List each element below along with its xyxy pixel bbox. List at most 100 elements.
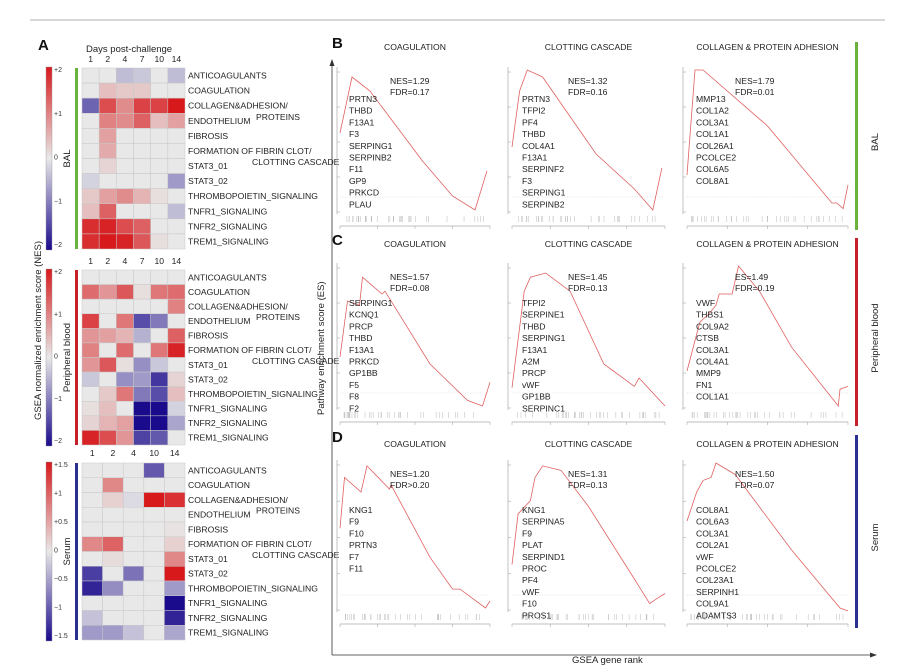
gene-label: KCNQ1 xyxy=(349,310,379,320)
heatmap-cell xyxy=(143,536,165,552)
heatmap-cell xyxy=(164,580,186,596)
gene-label: COL2A1 xyxy=(696,540,729,550)
fdr-stat: FDR=0.01 xyxy=(735,87,775,97)
heatmap-cell xyxy=(81,158,100,174)
heatmap-cell xyxy=(164,462,186,478)
heatmap-cell xyxy=(98,269,117,285)
panel-label-c: C xyxy=(332,232,343,249)
heatmap-cell xyxy=(164,507,186,523)
day-label: 2 xyxy=(105,54,110,64)
heatmap-cell xyxy=(98,218,117,235)
heatmap-cell xyxy=(98,342,117,358)
heatmap-cell xyxy=(116,342,134,358)
gene-label: COL1A2 xyxy=(696,106,729,116)
group-label: Peripheral blood xyxy=(870,303,881,372)
colorbar xyxy=(45,66,53,251)
heatmap-cell xyxy=(81,492,103,508)
heatmap-cell xyxy=(116,415,134,431)
day-label: 7 xyxy=(140,256,145,266)
fdr-stat: FDR=0.13 xyxy=(568,480,608,490)
group-bar xyxy=(75,68,78,249)
gene-label: F5 xyxy=(349,380,359,390)
heatmap-cell xyxy=(116,188,134,205)
gene-label: FN1 xyxy=(696,380,712,390)
colorbar-tick: 0 xyxy=(54,354,58,361)
heatmap-cell xyxy=(150,203,169,220)
pathway-label: STAT3_02 xyxy=(188,176,228,186)
heatmap-cell xyxy=(102,477,124,493)
heatmap-cell xyxy=(143,492,165,508)
pathway-label: ENDOTHELIUM xyxy=(188,116,251,126)
heatmap-cell xyxy=(81,143,100,159)
gene-label: THBD xyxy=(522,129,545,139)
heatmap-cell xyxy=(102,551,124,567)
heatmap-cell xyxy=(143,462,165,478)
heatmap-cell xyxy=(150,386,169,402)
colorbar-tick: 0 xyxy=(54,548,58,555)
fdr-stat: FDR=0.13 xyxy=(568,283,608,293)
heatmap-cell xyxy=(150,218,169,235)
heatmap-cell xyxy=(167,128,186,144)
gene-label: COL23A1 xyxy=(696,575,734,585)
heatmap-cell xyxy=(133,143,151,159)
group-bar xyxy=(855,435,858,628)
heatmap-cell xyxy=(150,313,169,329)
group-label: BAL xyxy=(870,133,881,151)
heatmap-cell xyxy=(116,371,134,387)
gene-label: MMP13 xyxy=(696,94,726,104)
heatmap-cell xyxy=(98,284,117,300)
heatmap-cell xyxy=(116,218,134,235)
enrichment-curve xyxy=(511,272,666,407)
pathway-label-continued: PROTEINS xyxy=(256,506,300,516)
enrichment-curve xyxy=(339,465,491,609)
heatmap-cell xyxy=(167,67,186,84)
gsea-panel: COLLAGEN & PROTEIN ADHESION NES=1.79FDR=0… xyxy=(682,42,849,229)
heatmap-cell xyxy=(81,218,100,235)
heatmap-cell xyxy=(150,97,169,114)
heatmap-cell xyxy=(81,401,100,417)
heatmap-cell xyxy=(167,401,186,417)
gene-label: GP9 xyxy=(349,176,366,186)
group-label: BAL xyxy=(62,150,73,168)
pathway-label: FORMATION OF FIBRIN CLOT/ xyxy=(188,345,312,355)
pathway-label: FORMATION OF FIBRIN CLOT/ xyxy=(188,539,312,549)
gene-label: SERPING1 xyxy=(349,141,393,151)
heatmap-cell xyxy=(81,430,100,446)
nes-stat: NES=1.50 xyxy=(735,469,775,479)
heatmap-cell xyxy=(143,477,165,493)
heatmap-cell xyxy=(167,328,186,344)
nes-stat: NES=1.29 xyxy=(390,76,430,86)
gene-label: MMP9 xyxy=(696,368,721,378)
colorbar-tick: −1 xyxy=(54,198,62,205)
heatmap-cell xyxy=(143,566,165,582)
heatmap-cell xyxy=(133,113,151,129)
day-label: 10 xyxy=(154,256,164,266)
heatmap-cell xyxy=(150,143,169,159)
heatmap-cell xyxy=(133,233,151,250)
heatmap-cell xyxy=(150,173,169,189)
gene-label: F8 xyxy=(349,392,359,402)
heatmap-cell xyxy=(150,188,169,205)
heatmap-cell xyxy=(167,371,186,387)
gene-label: PLAU xyxy=(349,199,371,209)
gene-label: PLAT xyxy=(522,540,544,550)
heatmap-cell xyxy=(102,507,124,523)
heatmap-cell xyxy=(102,566,124,582)
gene-label: vWF xyxy=(522,380,540,390)
gene-label: COL3A1 xyxy=(696,345,729,355)
heatmap-cell xyxy=(150,233,169,250)
heatmap-cell xyxy=(143,625,165,641)
heatmap-cell xyxy=(116,401,134,417)
pathway-label: STAT3_02 xyxy=(188,569,228,579)
heatmap-cell xyxy=(116,82,134,99)
heatmap-cell xyxy=(167,143,186,159)
heatmap-peripheral-blood: 1 2 4 7 10 14 ANTICOAGULANTS COAGULATION COLLAGE… xyxy=(45,256,340,447)
gene-label: SERPING1 xyxy=(522,333,566,343)
heatmap-cell xyxy=(167,342,186,358)
gene-label: COL4A1 xyxy=(696,357,729,367)
gene-label: GP1BB xyxy=(522,392,551,402)
gene-label: PRCP xyxy=(522,368,546,378)
panel-title: CLOTTING CASCADE xyxy=(545,239,633,249)
gene-label: COL6A3 xyxy=(696,517,729,527)
